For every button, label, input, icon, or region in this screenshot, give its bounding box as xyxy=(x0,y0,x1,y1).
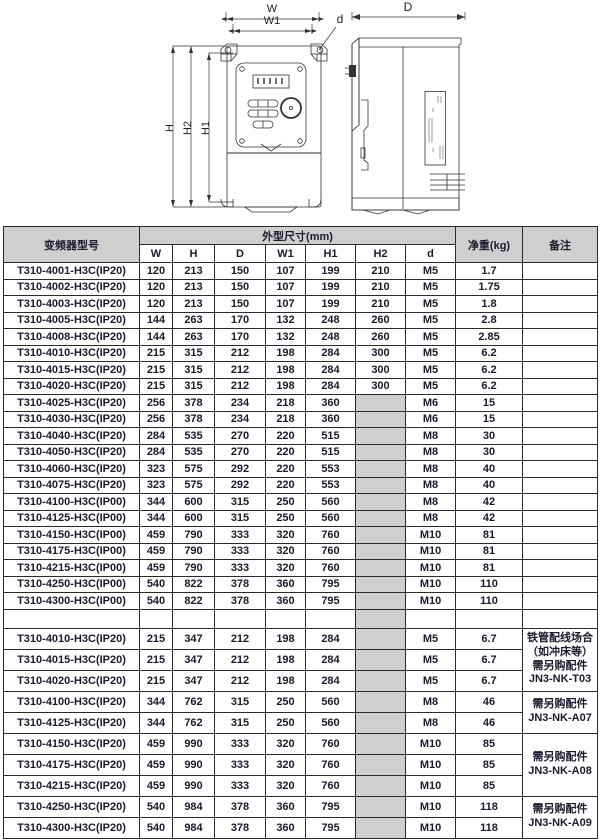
svg-text:W: W xyxy=(267,3,278,15)
svg-text:W1: W1 xyxy=(264,15,281,27)
svg-text:H: H xyxy=(164,124,176,132)
svg-text:D: D xyxy=(404,0,413,14)
svg-text:H2: H2 xyxy=(182,121,194,135)
svg-text:d: d xyxy=(337,12,344,26)
svg-text:H1: H1 xyxy=(200,121,212,135)
